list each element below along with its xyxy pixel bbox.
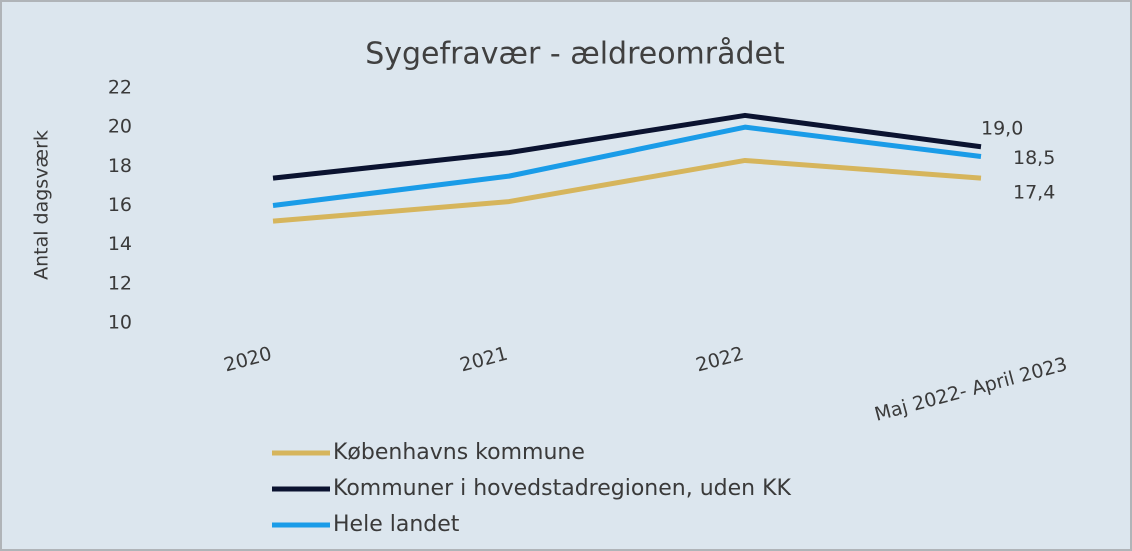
- series-line: [272, 112, 982, 181]
- series-line: [272, 124, 982, 208]
- legend-label: Københavns kommune: [333, 440, 585, 465]
- y-tick-label: 16: [108, 194, 132, 216]
- y-tick-label: 14: [108, 233, 132, 255]
- data-label: 17,4: [1013, 182, 1055, 204]
- y-tick-label: 22: [108, 77, 132, 99]
- y-axis-title: Antal dagsværk: [31, 130, 53, 280]
- legend-label: Kommuner i hovedstadregionen, uden KK: [333, 476, 792, 501]
- legend-label: Hele landet: [333, 512, 460, 537]
- y-tick-label: 12: [108, 272, 132, 294]
- y-tick-label: 20: [108, 116, 132, 138]
- data-label: 18,5: [1013, 147, 1055, 169]
- y-tick-label: 10: [108, 312, 132, 334]
- series-line: [272, 157, 982, 224]
- data-label: 19,0: [981, 117, 1023, 139]
- chart-title: Sygefravær - ældreområdet: [365, 37, 785, 72]
- y-tick-label: 18: [108, 155, 132, 177]
